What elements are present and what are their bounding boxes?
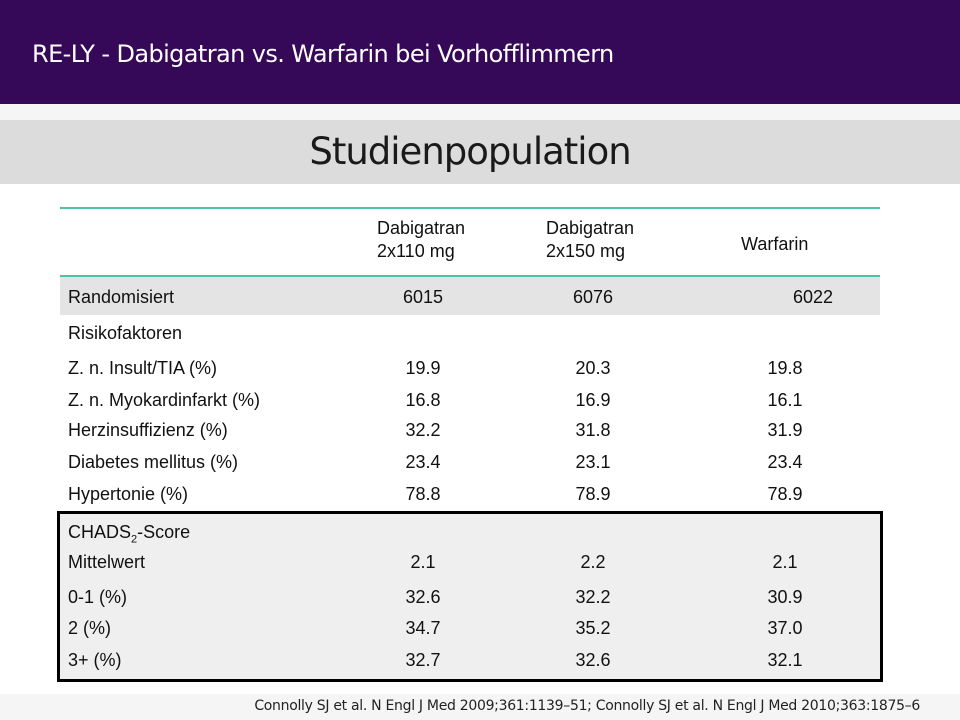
page-subtitle: Studienpopulation [309,130,631,173]
chads-title-prefix: CHADS [68,522,132,542]
row-label: Z. n. Myokardinfarkt (%) [68,390,261,410]
value-cell: 31.9 [767,420,803,440]
row-label: Hypertonie (%) [68,484,189,504]
value-cell: 32.6 [575,650,611,670]
value-cell: 23.1 [575,452,611,472]
value-cell: 35.2 [575,618,611,638]
value-cell: 37.0 [767,618,803,638]
footer-citation: Connolly SJ et al. N Engl J Med 2009;361… [254,698,920,714]
section-title-risk: Risikofaktoren [68,323,183,343]
column-header-dabigatran-150: Dabigatran 2x150 mg [546,217,634,263]
row-label: Herzinsuffizienz (%) [68,420,228,440]
value-cell: 34.7 [405,618,441,638]
row-label: Z. n. Insult/TIA (%) [68,358,218,378]
column-header-warfarin: Warfarin [741,233,808,256]
value-cell: 6015 [402,287,444,307]
column-header-line: Dabigatran [546,218,635,238]
column-header-dabigatran-110: Dabigatran 2x110 mg [377,217,465,263]
value-cell: 16.1 [767,390,803,410]
table-header-rule [60,275,880,277]
chads-title-subscript: 2 [131,533,138,546]
footer-band [0,694,960,720]
subtitle-band [0,120,960,184]
chads-title-suffix: -Score [137,522,191,542]
value-cell: 78.8 [405,484,441,504]
value-cell: 6076 [572,287,614,307]
row-label: 0-1 (%) [68,587,128,607]
value-cell: 32.2 [405,420,441,440]
value-cell: 23.4 [767,452,803,472]
table-row-randomized: Randomisiert 6015 6076 6022 [60,277,880,315]
row-label: 3+ (%) [68,650,122,670]
section-title-chads: CHADS2-Score [68,522,190,546]
value-cell: 16.9 [575,390,611,410]
value-cell: 6022 [792,287,834,307]
header-bar: RE-LY - Dabigatran vs. Warfarin bei Vorh… [0,0,960,104]
value-cell: 32.2 [575,587,611,607]
value-cell: 20.3 [575,358,611,378]
row-label: Mittelwert [68,552,146,572]
value-cell: 19.9 [405,358,441,378]
value-cell: 32.6 [405,587,441,607]
value-cell: 19.8 [767,358,803,378]
column-header-line: 2x110 mg [377,241,455,261]
table-header-row: Dabigatran 2x110 mg Dabigatran 2x150 mg … [60,209,880,275]
row-label: 2 (%) [68,618,112,638]
value-cell: 31.8 [575,420,611,440]
header-title: RE-LY - Dabigatran vs. Warfarin bei Vorh… [32,40,614,68]
value-cell: 16.8 [405,390,441,410]
value-cell: 32.1 [767,650,803,670]
column-header-line: Dabigatran [377,218,466,238]
value-cell: 2.1 [410,552,436,572]
row-label: Randomisiert [68,287,175,307]
row-label: Diabetes mellitus (%) [68,452,239,472]
value-cell: 32.7 [405,650,441,670]
column-header-line: Warfarin [741,234,809,254]
table-top-rule [60,207,880,209]
value-cell: 78.9 [575,484,611,504]
value-cell: 78.9 [767,484,803,504]
column-header-line: 2x150 mg [546,241,626,261]
value-cell: 23.4 [405,452,441,472]
value-cell: 2.1 [772,552,798,572]
chads-score-box [57,511,883,682]
value-cell: 2.2 [580,552,606,572]
value-cell: 30.9 [767,587,803,607]
